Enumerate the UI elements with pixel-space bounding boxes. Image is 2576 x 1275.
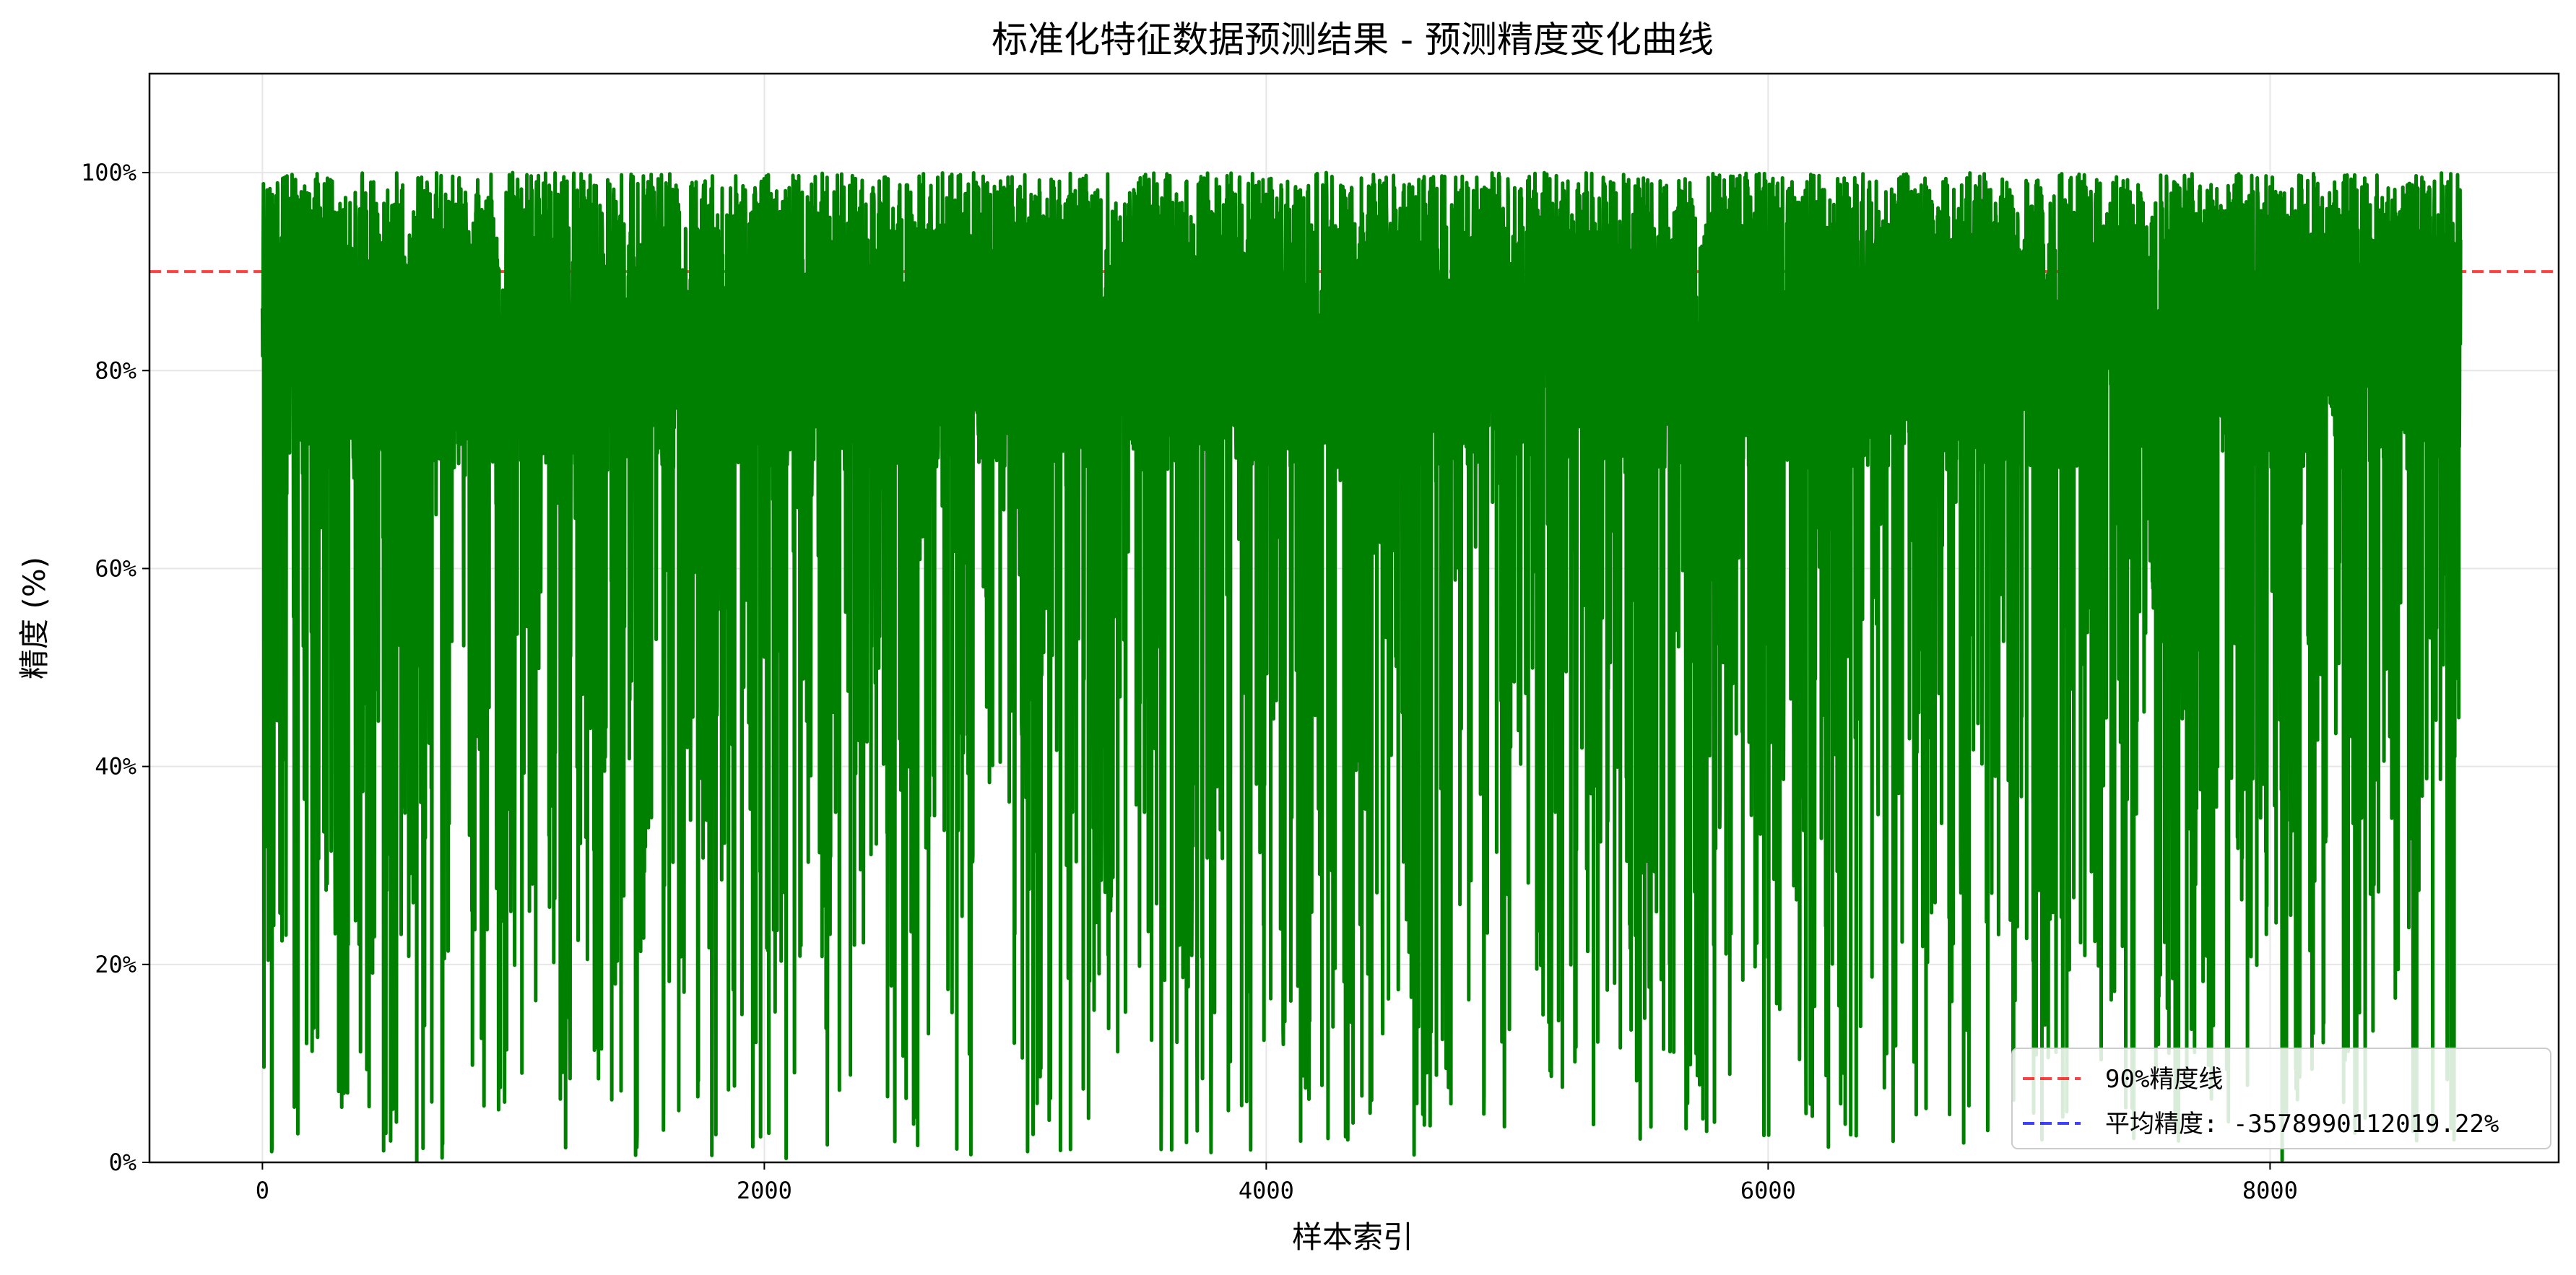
x-tick-label: 4000 <box>1239 1177 1294 1204</box>
x-tick-label: 0 <box>256 1177 269 1204</box>
y-tick-label: 100% <box>81 159 136 186</box>
plot-frame <box>148 72 2560 1164</box>
legend-label-1: 平均精度: -3578990112019.22% <box>2105 1110 2499 1139</box>
legend-label-0: 90%精度线 <box>2105 1065 2223 1094</box>
y-tick-label: 60% <box>95 554 136 582</box>
legend-box <box>2011 1048 2551 1149</box>
y-tick-label: 80% <box>95 357 136 384</box>
series-layer <box>260 170 2463 1162</box>
y-tick-label: 0% <box>108 1149 136 1176</box>
series-line <box>260 170 2463 1162</box>
y-axis-ticks: 0% 20% 40% 60% 80% 100% <box>81 159 149 1176</box>
y-tick-label: 20% <box>95 951 136 978</box>
y-axis-label: 精度 (%) <box>17 557 52 679</box>
chart-title: 标准化特征数据预测结果 - 预测精度变化曲线 <box>992 19 1714 61</box>
x-axis-ticks: 0 2000 4000 6000 8000 <box>256 1162 2298 1204</box>
plot-area <box>260 170 2463 1162</box>
x-axis-label: 样本索引 <box>1292 1219 1413 1255</box>
x-tick-label: 8000 <box>2242 1177 2298 1204</box>
y-tick-label: 40% <box>95 753 136 780</box>
x-tick-label: 6000 <box>1740 1177 1796 1204</box>
x-tick-label: 2000 <box>737 1177 792 1204</box>
